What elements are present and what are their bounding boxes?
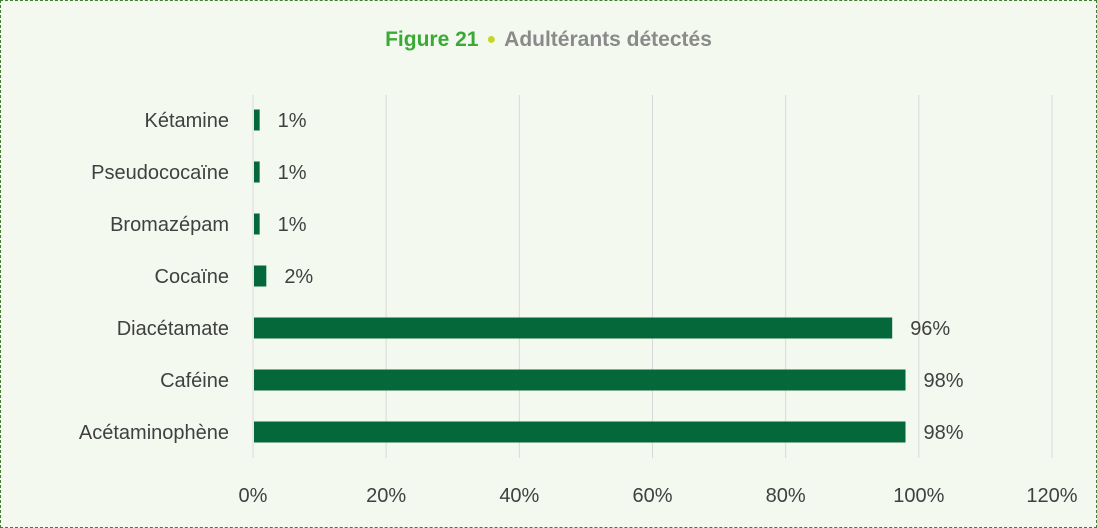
category-label: Bromazépam <box>110 214 229 236</box>
data-label: 1% <box>278 110 307 132</box>
category-label: Pseudococaïne <box>91 162 229 184</box>
bar <box>254 317 893 339</box>
data-label: 98% <box>924 422 964 444</box>
category-label: Caféine <box>160 370 229 392</box>
chart-title: Figure 21 ● Adultérants détectés <box>0 28 1097 52</box>
data-label: 96% <box>910 318 950 340</box>
bar <box>254 161 260 183</box>
bar <box>254 369 906 391</box>
x-tick-label: 0% <box>239 485 268 507</box>
x-tick-label: 60% <box>632 485 672 507</box>
x-tick-label: 80% <box>766 485 806 507</box>
x-tick-label: 40% <box>499 485 539 507</box>
data-label: 1% <box>278 214 307 236</box>
data-label: 98% <box>924 370 964 392</box>
figure-number: Figure 21 <box>385 28 479 51</box>
bar <box>254 421 906 443</box>
title-bullet-icon: ● <box>486 31 497 48</box>
bar <box>254 213 260 235</box>
figure-title: Adultérants détectés <box>504 28 712 51</box>
category-label: Kétamine <box>145 110 230 132</box>
x-tick-label: 100% <box>893 485 944 507</box>
category-label: Cocaïne <box>155 266 230 288</box>
data-label: 1% <box>278 162 307 184</box>
bar <box>254 265 267 287</box>
category-label: Acétaminophène <box>79 422 229 444</box>
data-label: 2% <box>284 266 313 288</box>
x-tick-label: 20% <box>366 485 406 507</box>
category-label: Diacétamate <box>117 318 229 340</box>
bar <box>254 109 260 131</box>
x-tick-label: 120% <box>1026 485 1077 507</box>
